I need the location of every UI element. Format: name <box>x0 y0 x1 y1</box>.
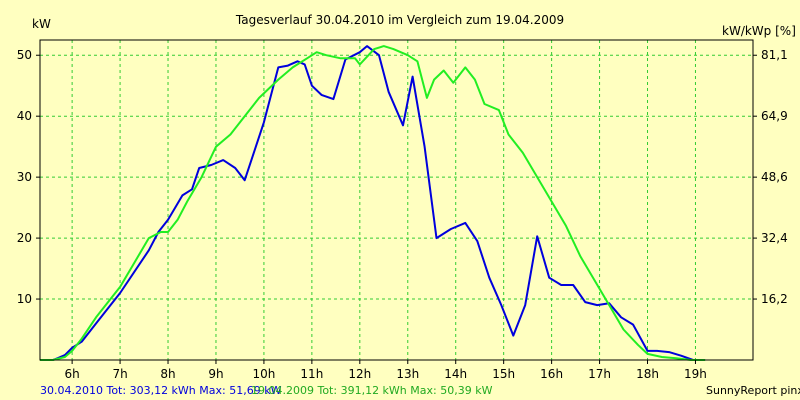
chart-title: Tagesverlauf 30.04.2010 im Vergleich zum… <box>235 13 564 27</box>
x-tick-label-4: 10h <box>252 367 275 381</box>
x-tick-label-5: 11h <box>300 367 323 381</box>
y-right-tick-label-4: 81,1 <box>761 48 788 62</box>
y-axis-left-label: kW <box>32 17 51 31</box>
y-right-tick-label-1: 32,4 <box>761 231 788 245</box>
x-tick-label-9: 15h <box>492 367 515 381</box>
plot-frame <box>39 39 754 361</box>
y-left-tick-label-2: 30 <box>17 170 32 184</box>
y-left-tick-label-4: 50 <box>17 48 32 62</box>
x-tick-label-3: 9h <box>208 367 223 381</box>
ticks: 6h 7h 8h 9h 10h 11h 12h 13h 14h 15h 16h 17h 18h 19h 10… <box>17 48 788 381</box>
series-layer <box>40 45 706 361</box>
x-tick-label-11: 17h <box>588 367 611 381</box>
x-tick-label-10: 16h <box>540 367 563 381</box>
x-tick-label-12: 18h <box>636 367 659 381</box>
y-right-tick-label-2: 48,6 <box>761 170 788 184</box>
grid <box>40 40 753 360</box>
x-tick-label-6: 12h <box>348 367 371 381</box>
x-tick-label-13: 19h <box>684 367 707 381</box>
credit-text: SunnyReport pinxit <box>706 384 800 397</box>
y-right-tick-label-0: 16,2 <box>761 292 788 306</box>
x-tick-label-8: 14h <box>444 367 467 381</box>
series-line-2 <box>40 45 706 361</box>
x-tick-label-0: 6h <box>65 367 80 381</box>
legend-series-1: 30.04.2010 Tot: 303,12 kWh Max: 51,69 kW <box>40 384 282 397</box>
legend-series-2: 19.04.2009 Tot: 391,12 kWh Max: 50,39 kW <box>251 384 493 397</box>
x-tick-label-7: 13h <box>396 367 419 381</box>
y-left-tick-label-0: 10 <box>17 292 32 306</box>
y-left-tick-label-1: 20 <box>17 231 32 245</box>
y-left-tick-label-3: 40 <box>17 109 32 123</box>
series-line-1 <box>40 45 706 361</box>
plot-area <box>40 40 753 360</box>
x-tick-label-1: 7h <box>112 367 127 381</box>
y-axis-right-label: kW/kWp [%] <box>722 24 796 38</box>
x-tick-label-2: 8h <box>160 367 175 381</box>
y-right-tick-label-3: 64,9 <box>761 109 788 123</box>
